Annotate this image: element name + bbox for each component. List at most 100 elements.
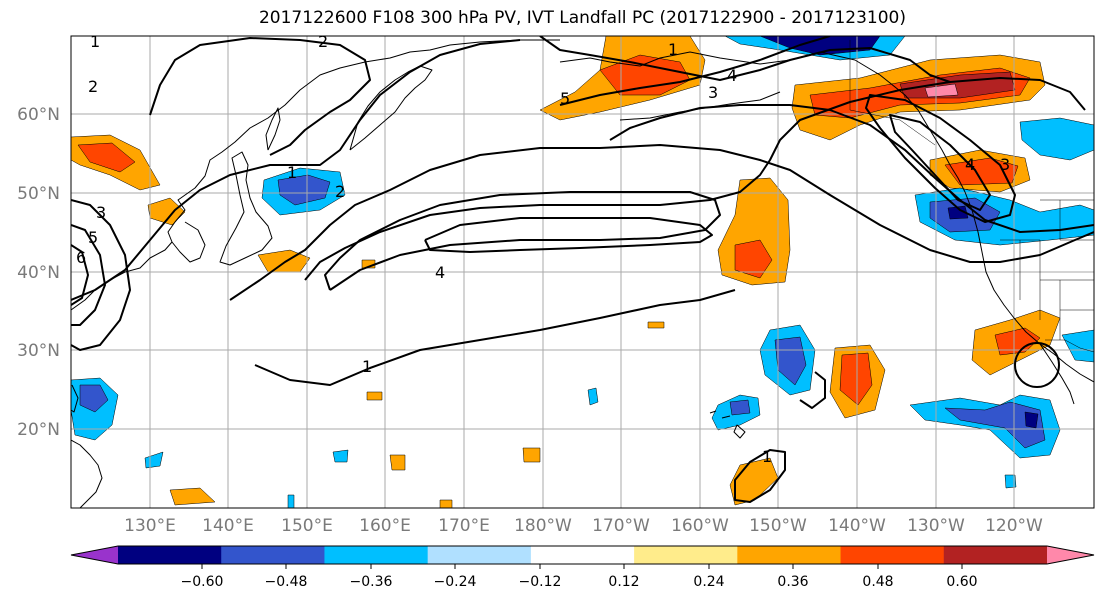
pv-contour-1: [1014, 342, 1060, 388]
colorbar-cells: [71, 546, 1094, 564]
lon-label: 130°E: [124, 516, 176, 536]
pv-contour-5: [71, 244, 89, 306]
colorbar-tick-label: −0.60: [181, 574, 224, 590]
longitude-labels: 130°E 140°E 150°E 160°E 170°E 180°W 170°…: [124, 516, 1043, 536]
coastline-japan: [219, 151, 273, 266]
pv-contour-4: [71, 224, 106, 326]
colorbar-cell: [840, 546, 945, 564]
contour-label: 6: [76, 248, 86, 267]
lat-label: 30°N: [17, 341, 60, 361]
contour-label: 4: [727, 66, 737, 85]
pv-contours: [71, 36, 1094, 503]
pv-contour-3: [539, 36, 951, 83]
border-us-mexico: [1045, 339, 1094, 353]
colorbar-tick-label: −0.12: [519, 574, 562, 590]
colorbar-ticks: [201, 564, 963, 569]
pv-contour-4: [324, 191, 721, 291]
colorbar-cell: [221, 546, 325, 564]
lat-label: 60°N: [17, 105, 60, 125]
colorbar-cell: [634, 546, 738, 564]
pv-contour-2: [149, 37, 371, 156]
colorbar-tick-label: 0.24: [693, 574, 724, 590]
colorbar-tick-label: 0.12: [608, 574, 639, 590]
contour-label: 1: [90, 32, 100, 51]
pv-contour-5: [424, 217, 713, 253]
colorbar-cell: [737, 546, 842, 564]
pv-contour-2: [609, 104, 1094, 233]
lon-label: 170°W: [592, 516, 650, 536]
anomaly-positive: [522, 447, 541, 463]
pv-contour-3: [304, 77, 1086, 281]
pv-contour-2: [889, 114, 991, 211]
pv-contour-1: [865, 94, 1016, 223]
lon-label: 150°E: [281, 516, 333, 536]
contour-label: 3: [708, 83, 718, 102]
coastline-taiwan: [71, 384, 79, 413]
coastline-asia: [71, 39, 560, 311]
map-title: 2017122600 F108 300 hPa PV, IVT Landfall…: [258, 8, 906, 28]
lon-label: 140°W: [828, 516, 886, 536]
coastlines: [71, 39, 1094, 508]
contour-label: 3: [96, 203, 106, 222]
pv-contour-4: [559, 36, 831, 106]
anomaly-negative-core: [79, 384, 109, 413]
contour-label: 5: [560, 89, 570, 108]
contour-label: 1: [362, 357, 372, 376]
colorbar-tick-labels: −0.60 −0.48 −0.36 −0.24 −0.12 0.12 0.24 …: [181, 574, 978, 590]
contour-label: 1: [287, 163, 297, 182]
lat-label: 40°N: [17, 263, 60, 283]
map-panel: 1 2 2 1 3 5 6 4 3 2 5 4 3 4 1 1 1: [70, 32, 1095, 509]
colorbar-tick-label: 0.60: [946, 574, 977, 590]
coastline-kamchatka: [349, 65, 433, 151]
contour-label: 5: [88, 228, 98, 247]
pv-contour-1: [734, 449, 786, 503]
lon-label: 160°E: [359, 516, 411, 536]
coastline-philippines: [71, 439, 103, 508]
anomaly-positive-core: [734, 239, 773, 279]
coastline-hawaii: [709, 410, 746, 439]
anomaly-positive: [439, 499, 453, 508]
colorbar: −0.60 −0.48 −0.36 −0.24 −0.12 0.12 0.24 …: [70, 545, 1095, 590]
contour-label: 2: [318, 32, 328, 51]
lon-label: 180°W: [514, 516, 572, 536]
lon-label: 130°W: [907, 516, 965, 536]
anomaly-negative: [1061, 329, 1094, 363]
state-borders: [1000, 200, 1094, 340]
colorbar-extend-max: [1047, 546, 1094, 564]
lon-label: 140°E: [202, 516, 254, 536]
lat-label: 50°N: [17, 184, 60, 204]
anomaly-negative-peak: [947, 205, 969, 220]
anomaly-positive: [389, 454, 406, 471]
colorbar-tick-label: 0.48: [862, 574, 893, 590]
contour-label: 4: [435, 263, 445, 282]
coastline-baja: [1039, 343, 1075, 405]
anomaly-positive: [169, 487, 216, 506]
anomaly-positive: [366, 391, 383, 401]
colorbar-cell: [427, 546, 532, 564]
colorbar-cell: [324, 546, 429, 564]
pv-contour-1: [229, 144, 1094, 301]
colorbar-tick-label: −0.24: [434, 574, 477, 590]
colorbar-cell: [943, 546, 1048, 564]
border-alaska-canada: [849, 40, 936, 146]
lon-label: 150°W: [749, 516, 807, 536]
anomaly-positive-peak: [924, 83, 959, 98]
anomaly-positive: [647, 321, 665, 329]
map-frame: [70, 35, 1095, 509]
contour-label: 2: [335, 182, 345, 201]
colorbar-outline: [70, 545, 1095, 565]
colorbar-cell: [118, 546, 222, 564]
colorbar-tick-label: −0.48: [265, 574, 308, 590]
contour-label: 4: [965, 155, 975, 174]
colorbar-extend-min: [71, 546, 118, 564]
anomaly-negative: [287, 494, 295, 508]
contour-label: 1: [668, 40, 678, 59]
lon-label: 160°W: [671, 516, 729, 536]
anomaly-negative: [587, 387, 599, 406]
anomaly-negative-core: [729, 399, 751, 416]
lat-label: 20°N: [17, 420, 60, 440]
colorbar-cell: [530, 546, 635, 564]
contour-label: 3: [1000, 155, 1010, 174]
anomaly-positive-core: [77, 142, 136, 173]
pv-contour-labels: 1 2 2 1 3 5 6 4 3 2 5 4 3 4 1 1 1: [76, 32, 1010, 466]
